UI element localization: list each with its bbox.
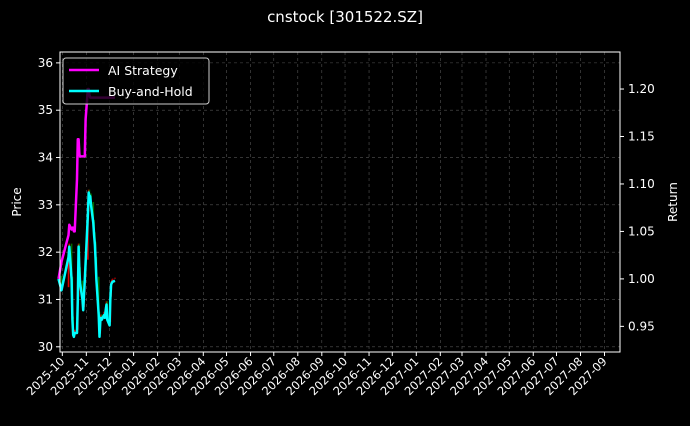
chart-title: cnstock [301522.SZ]: [267, 8, 423, 26]
y-tick-label: 34: [38, 151, 53, 165]
y-right-tick-label: 1.20: [628, 82, 655, 96]
y-right-tick-label: 1.05: [628, 224, 655, 238]
plot-frame: [59, 51, 621, 353]
legend-label-bh: Buy-and-Hold: [108, 84, 193, 99]
y-right-tick-label: 1.15: [628, 129, 655, 143]
buy-and-hold-line: [57, 191, 116, 339]
y-tick-label: 33: [38, 198, 53, 212]
legend: AI Strategy Buy-and-Hold: [62, 57, 210, 105]
y-axis-left: 30 31 32 33 34 35 36: [38, 56, 60, 354]
y-right-tick-label: 1.10: [628, 177, 655, 191]
y-tick-label: 36: [38, 56, 53, 70]
y-axis-right: 0.95 1.00 1.05 1.10 1.15 1.20: [620, 82, 655, 333]
y-axis-label: Price: [10, 187, 24, 216]
grid: [60, 52, 620, 352]
y-tick-label: 35: [38, 103, 53, 117]
y-right-tick-label: 1.00: [628, 272, 655, 286]
legend-box: [62, 57, 210, 105]
y-tick-label: 32: [38, 245, 53, 259]
x-axis: 2025-102025-112025-122026-012026-022026-…: [24, 352, 610, 398]
y-axis-right-label: Return: [666, 182, 680, 222]
legend-label-ai: AI Strategy: [108, 63, 178, 78]
y-tick-label: 30: [38, 340, 53, 354]
y-right-tick-label: 0.95: [628, 319, 655, 333]
y-tick-label: 31: [38, 292, 53, 306]
